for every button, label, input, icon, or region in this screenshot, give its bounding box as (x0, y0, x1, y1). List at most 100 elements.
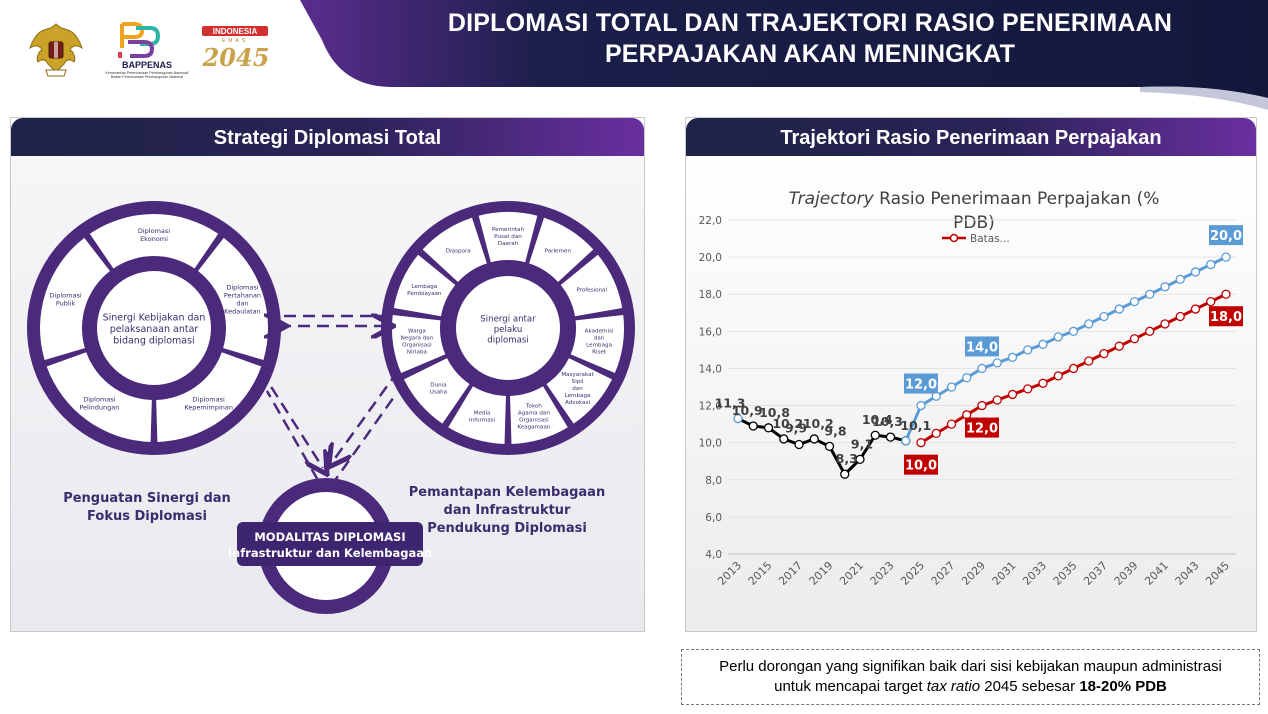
y-tick-label: 10,0 (699, 438, 722, 450)
chart-title-line1: Trajectory Rasio Penerimaan Perpajakan (… (789, 189, 1160, 209)
data-label-bg (1209, 225, 1243, 246)
series-point-upper (1129, 296, 1140, 307)
right-wheel-segment-label: Profesional (576, 288, 607, 294)
series-point-lower (1038, 378, 1048, 388)
emas-label: EMAS (222, 38, 248, 44)
data-label: 18,0 (1210, 310, 1242, 325)
series-point-lower (1099, 348, 1109, 359)
right-wheel-segment (529, 217, 594, 282)
series-point-lower (1053, 371, 1063, 381)
series-point-upper (1053, 332, 1063, 342)
strategy-panel-title: Strategi Diplomasi Total (11, 118, 644, 156)
left-wheel-segment (198, 237, 268, 360)
series-point-history (733, 413, 743, 424)
data-label-bg (965, 417, 999, 438)
legend-marker (949, 233, 959, 243)
header-band (300, 0, 1268, 110)
chart-data-labels: 11,310,910,89,910,2 10,29,88,39,110,410,3… (715, 225, 1243, 475)
series-point-lower (1145, 326, 1155, 336)
data-label: 10,2 (772, 416, 803, 431)
series-point-upper (1190, 267, 1201, 277)
right-wheel-center (456, 276, 560, 380)
data-label: 12,0 (905, 378, 937, 393)
left-wheel-segment (156, 352, 262, 442)
series-point-upper (1023, 345, 1033, 355)
right-wheel-segment (393, 254, 456, 317)
right-wheel-segment-label: Pemerintah Pusat dan Daerah (492, 227, 525, 247)
garuda-emblem-icon (29, 23, 83, 77)
right-wheel-segment (560, 254, 623, 317)
series-point-upper (1099, 311, 1109, 322)
series-point-history (763, 423, 774, 433)
series-point-history (794, 439, 804, 450)
data-label-box-lower: 10,0 (904, 454, 938, 475)
right-wheel-segment (570, 314, 624, 374)
y-tick-label: 22,0 (699, 215, 722, 227)
data-label: 10,3 (872, 414, 903, 429)
series-point-upper (1007, 352, 1018, 362)
series-point-lower (1175, 311, 1185, 322)
right-wheel-segment (546, 358, 613, 424)
right-wheel-segment (403, 358, 470, 424)
series-point-history (748, 421, 758, 431)
chart-title-rest: Rasio Penerimaan Perpajakan (% (874, 189, 1160, 209)
right-wheel-segment (422, 217, 487, 282)
arrow-bottom-left (265, 390, 329, 497)
right-wheel-segment-label: Tokoh Agama dan Organisasi Keagamaan (517, 404, 551, 431)
series-point-lower (1023, 384, 1033, 394)
series-point-lower (1007, 389, 1018, 400)
bappenas-subtitle-2: Badan Perencanaan Pembangunan Nasional (111, 75, 183, 79)
series-point-upper (916, 400, 926, 411)
modalitas-label-line2: Infrastruktur dan Kelembagaan (228, 546, 432, 560)
series-point-upper (962, 373, 972, 383)
right-wheel-segment-label: Dunia Usaha (430, 383, 447, 396)
right-wheel-segment (510, 386, 568, 444)
right-wheel-segment-label: Lembaga Pembiayaan (407, 284, 442, 297)
left-wheel-segment-label: Diplomasi Kepemimpinan (184, 395, 233, 411)
legend-label: Batas... (970, 233, 1010, 245)
y-tick-label: 4,0 (705, 549, 722, 561)
modalitas-circle: MODALITAS DIPLOMASI Infrastruktur dan Ke… (228, 478, 432, 614)
series-point-lower (931, 428, 941, 439)
y-axis-ticks: 4,0 6,0 8,0 10,0 12,0 14,0 16,0 18,0 20,0 22,0 (699, 215, 722, 561)
left-wheel: Diplomasi Ekonomi Diplomasi Pertahanan dan Ke… (27, 201, 281, 455)
y-tick-label: 12,0 (699, 401, 722, 413)
y-tick-label: 16,0 (699, 326, 722, 338)
data-label: 12,0 (966, 422, 998, 437)
series-point-upper (901, 436, 911, 446)
data-label-box-upper: 20,0 (1209, 225, 1243, 246)
data-label: 10,9 (732, 403, 763, 418)
right-wheel-caption: Pemantapan Kelembagaan dan Infrastruktur P… (409, 485, 605, 536)
series-point-lower (1068, 363, 1079, 374)
series-point-upper (1038, 339, 1048, 349)
series-point-upper (1175, 274, 1185, 285)
series-point-history (840, 469, 850, 479)
page-title-line2: PERPAJAKAN AKAN MENINGKAT (604, 40, 1016, 68)
data-label: 9,8 (824, 423, 846, 438)
series-point-lower (1206, 296, 1216, 307)
left-wheel-segment (89, 214, 219, 269)
left-wheel-segment-label: Diplomasi Pertahanan dan Kedaulatan (224, 283, 261, 315)
modalitas-label-box (237, 522, 423, 566)
series-point-upper (1145, 289, 1155, 299)
data-label-bg (965, 336, 999, 357)
chart-title-line2: PDB) (953, 213, 995, 233)
page-title-line1: DIPLOMASI TOTAL DAN TRAJEKTORI RASIO PEN… (447, 9, 1173, 37)
modalitas-label-line1: MODALITAS DIPLOMASI (254, 530, 405, 544)
series-point-lower (977, 400, 987, 411)
data-label-box-upper: 12,0 (904, 373, 938, 394)
note-line2: untuk mencapai target tax ratio 2045 seb… (682, 677, 1259, 697)
right-wheel-segment (448, 386, 506, 444)
series-point-lower (1129, 334, 1140, 344)
note-line2-bold: 18-20% PDB (1079, 678, 1167, 695)
left-wheel-segment (46, 352, 152, 442)
series-point-history (779, 434, 789, 444)
y-tick-label: 18,0 (699, 289, 722, 301)
data-label: 14,0 (966, 340, 998, 355)
series-point-upper (1206, 259, 1216, 270)
series-point-lower (946, 419, 957, 429)
y-tick-label: 8,0 (705, 475, 722, 487)
series-point-lower (1160, 319, 1170, 329)
data-label-box-upper: 14,0 (965, 336, 999, 357)
bappenas-logo: BAPPENAS Kementerian Perencanaan Pembang… (105, 22, 189, 79)
